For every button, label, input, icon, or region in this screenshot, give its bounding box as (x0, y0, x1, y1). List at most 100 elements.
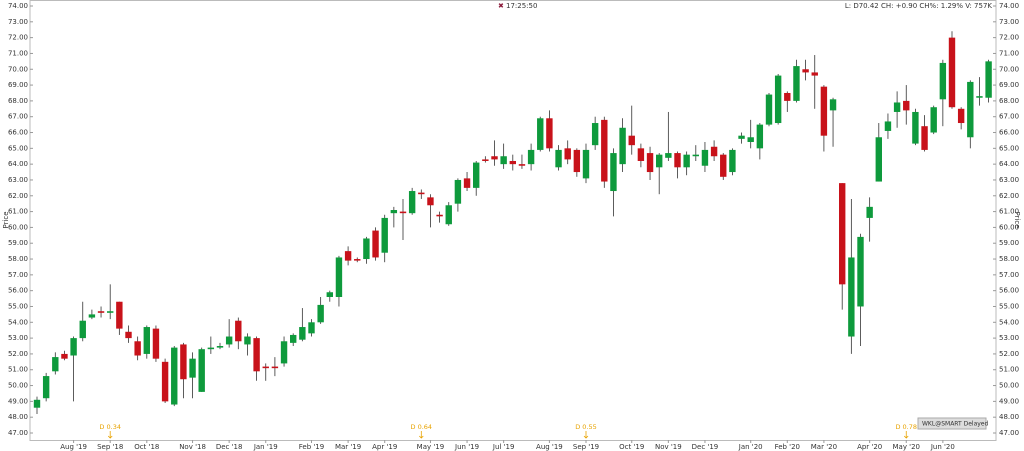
candle-body (152, 328, 160, 359)
candle-body (582, 149, 590, 179)
y-tick-label: 55.00 (8, 302, 28, 310)
y-tick-label: 65.00 (8, 144, 28, 152)
y2-tick-label: 65.00 (999, 144, 1019, 152)
y-tick-label: 50.00 (8, 382, 28, 390)
candle-body (253, 338, 260, 372)
candle-body (692, 154, 699, 157)
candle-body (866, 206, 873, 218)
candle-body (573, 149, 581, 173)
candle-body (88, 314, 96, 318)
candle-body (637, 148, 645, 161)
candle-body (893, 102, 901, 112)
candle-body (765, 94, 773, 125)
x-tick-label: Oct '18 (134, 443, 159, 451)
badge: WKL@SMART Delayed (922, 421, 989, 428)
candle-body (354, 259, 361, 261)
candle-body (436, 214, 443, 217)
candle-body (610, 153, 617, 192)
x-tick-label: Jan '19 (253, 443, 278, 451)
y-tick-label: 66.00 (8, 129, 28, 137)
candle-body (784, 92, 791, 101)
x-tick-label: Sep '18 (97, 443, 123, 451)
candle-body (509, 160, 516, 165)
candle-body (42, 376, 50, 399)
candle-body (829, 99, 837, 111)
candle-body (811, 72, 818, 76)
candle-body (518, 164, 526, 166)
candle-body (564, 148, 571, 160)
y2-tick-label: 74.00 (999, 2, 1019, 10)
candle-body (207, 347, 215, 350)
candle-body (527, 149, 535, 165)
y2-tick-label: 66.00 (999, 129, 1019, 137)
candle-body (189, 358, 196, 378)
candle-body (665, 153, 672, 158)
dividend-label: D 0.34 (99, 423, 121, 431)
candle-body (537, 118, 544, 150)
candle-body (591, 123, 599, 146)
candle-body (820, 86, 828, 136)
y2-tick-label: 70.00 (999, 65, 1019, 73)
y2-tick-label: 67.00 (999, 113, 1019, 121)
dividend-label: D 0.78 (895, 423, 917, 431)
candle-body (244, 336, 251, 345)
y-tick-label: 54.00 (8, 318, 28, 326)
candle-body (335, 257, 343, 297)
x-tick-label: Oct '19 (619, 443, 644, 451)
candle-body (756, 124, 764, 149)
y2-axis-title: Price (1013, 211, 1021, 228)
candle-body (976, 96, 983, 98)
candle-body (363, 238, 370, 260)
y-tick-label: 60.00 (8, 223, 28, 231)
y-tick-label: 59.00 (8, 239, 28, 247)
candle-body (857, 236, 864, 307)
y-tick-label: 63.00 (8, 176, 28, 184)
y2-tick-label: 60.00 (999, 223, 1019, 231)
candle-body (216, 346, 224, 348)
candle-body (646, 153, 654, 173)
dividend-arrow (419, 431, 424, 439)
y2-tick-label: 73.00 (999, 18, 1019, 26)
candle-body (903, 100, 910, 111)
candle-body (225, 336, 233, 345)
candle-body (125, 331, 132, 339)
x-tick-label: Feb '19 (299, 443, 324, 451)
candle-body (61, 353, 68, 359)
candle-body (729, 149, 736, 173)
x-tick-label: Jun '20 (930, 443, 955, 451)
candle-body (134, 341, 141, 356)
y-tick-label: 58.00 (8, 255, 28, 263)
candle-body (500, 156, 507, 165)
y-tick-label: 56.00 (8, 287, 28, 295)
x-tick-label: May '20 (892, 443, 920, 451)
candle-body (445, 205, 452, 225)
candle-body (299, 327, 306, 340)
x-tick-label: Dec '18 (216, 443, 243, 451)
candle-body (107, 311, 114, 313)
dividend-arrow (583, 431, 589, 439)
candle-body (710, 146, 718, 157)
candle-body (280, 341, 288, 364)
candle-body (408, 191, 416, 214)
candle-body (875, 137, 882, 182)
candle-body (491, 156, 498, 160)
y2-tick-label: 47.00 (999, 429, 1019, 437)
y2-tick-label: 56.00 (999, 287, 1019, 295)
candle-body (802, 69, 809, 73)
candle-body (793, 66, 800, 101)
y2-tick-label: 48.00 (999, 413, 1019, 421)
y-tick-label: 48.00 (8, 413, 28, 421)
y-tick-label: 69.00 (8, 81, 28, 89)
candle-body (848, 257, 855, 337)
candle-body (97, 311, 105, 313)
candle-body (939, 62, 947, 100)
x-tick-label: Aug '19 (536, 443, 563, 451)
x-tick-label: Nov '18 (179, 443, 206, 451)
crosshair-icon: ✖ (498, 2, 504, 10)
x-tick-label: Nov '19 (655, 443, 682, 451)
candle-body (738, 135, 745, 139)
y-tick-label: 70.00 (8, 65, 28, 73)
y2-tick-label: 57.00 (999, 271, 1019, 279)
candle-body (171, 347, 178, 405)
candle-body (656, 154, 663, 168)
